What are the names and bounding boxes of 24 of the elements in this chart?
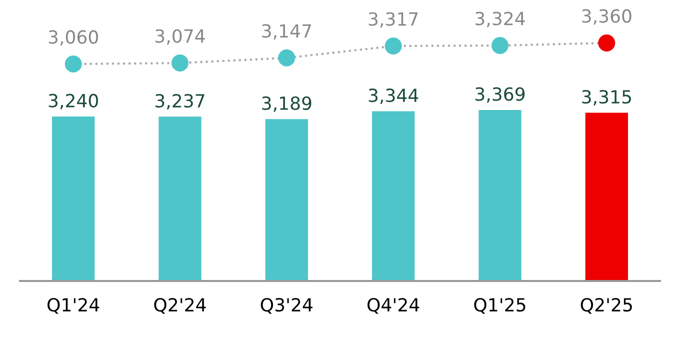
- data-label: 3,324: [476, 12, 525, 28]
- data-label: 3,360: [582, 9, 632, 25]
- data-label: 3,240: [48, 94, 98, 110]
- point: [171, 54, 189, 72]
- point: [64, 55, 82, 73]
- point: [384, 38, 402, 55]
- data-label: 3,189: [262, 96, 312, 112]
- data-label: 3,315: [582, 90, 631, 106]
- point: [598, 34, 616, 52]
- x-tick-label: Q4'24: [368, 298, 420, 314]
- data-label: 3,317: [368, 12, 418, 28]
- data-label: 3,369: [476, 87, 525, 103]
- data-label: 3,237: [156, 94, 204, 110]
- data-label: 3,074: [156, 29, 205, 45]
- point: [278, 49, 296, 66]
- data-label: 3,060: [48, 30, 98, 46]
- point: [491, 37, 509, 54]
- x-tick-label: Q3'24: [260, 298, 312, 314]
- data-label: 3,147: [262, 24, 311, 40]
- x-tick-label: Q1'24: [48, 298, 100, 314]
- x-tick-label: Q1'25: [474, 298, 526, 314]
- data-label: 3,344: [368, 88, 418, 104]
- x-tick-label: Q2'25: [580, 298, 632, 314]
- x-tick-label: Q2'24: [154, 298, 206, 314]
